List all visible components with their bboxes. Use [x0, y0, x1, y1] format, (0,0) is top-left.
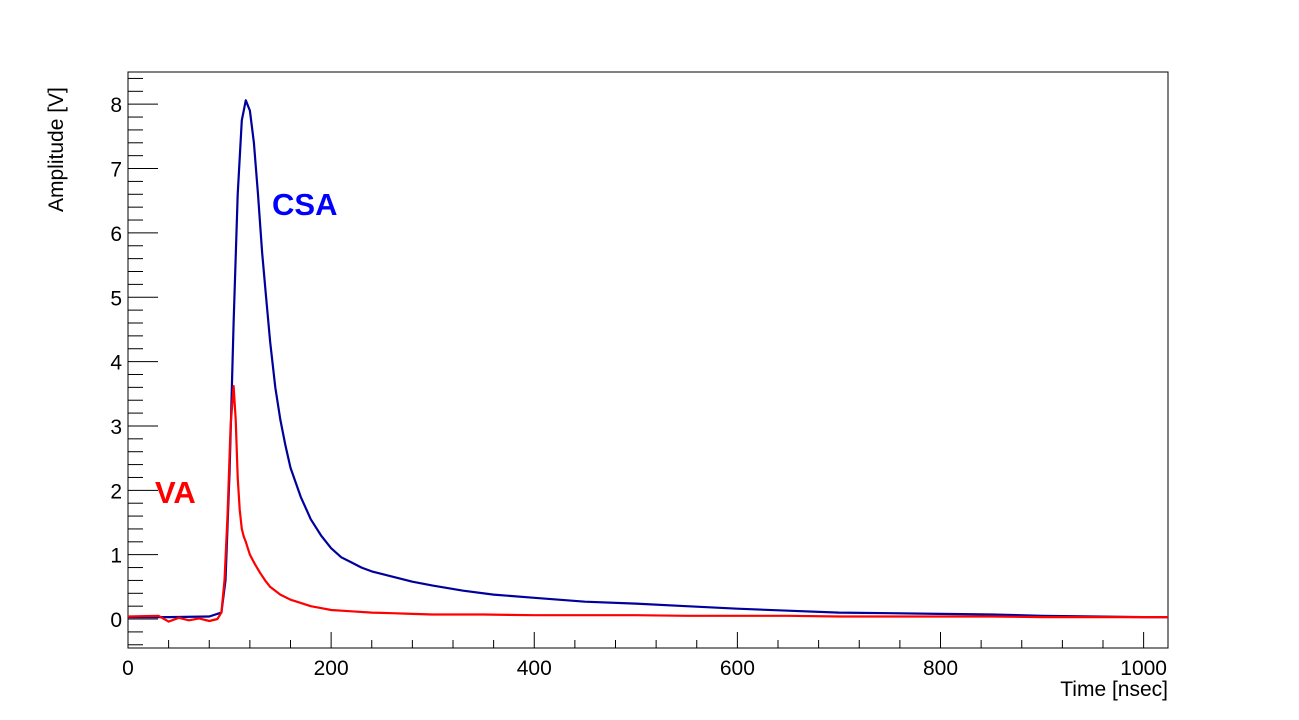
y-tick-label: 2	[110, 480, 122, 503]
y-axis-ticks: 0 1 2 3 4 5 6 7 8	[110, 77, 158, 646]
x-axis-label: Time [nsec]	[1060, 678, 1168, 701]
y-tick-label: 4	[110, 352, 122, 375]
y-tick-label: 0	[110, 609, 122, 632]
series-line-va	[127, 385, 1168, 623]
series-label-va: VA	[155, 475, 196, 510]
plot-frame	[127, 71, 1169, 649]
y-tick-label: 5	[110, 287, 122, 310]
plot-border	[127, 71, 1169, 649]
y-tick-label: 3	[110, 416, 122, 439]
x-tick-label: 800	[923, 657, 958, 680]
series-label-csa: CSA	[272, 187, 337, 222]
series-layer	[127, 99, 1168, 623]
x-tick-label: 0	[122, 657, 134, 680]
y-tick-label: 1	[110, 545, 122, 568]
x-tick-label: 400	[517, 657, 552, 680]
x-tick-label: 600	[720, 657, 755, 680]
x-tick-label: 1000	[1120, 657, 1167, 680]
y-axis-label: Amplitude [V]	[45, 87, 68, 212]
y-tick-label: 6	[110, 223, 122, 246]
x-axis-ticks: 0 200 400 600 800 1000	[122, 632, 1167, 680]
series-line-csa	[128, 99, 1168, 619]
x-tick-label: 200	[314, 657, 349, 680]
y-tick-label: 7	[110, 159, 122, 182]
y-tick-label: 8	[110, 94, 122, 117]
